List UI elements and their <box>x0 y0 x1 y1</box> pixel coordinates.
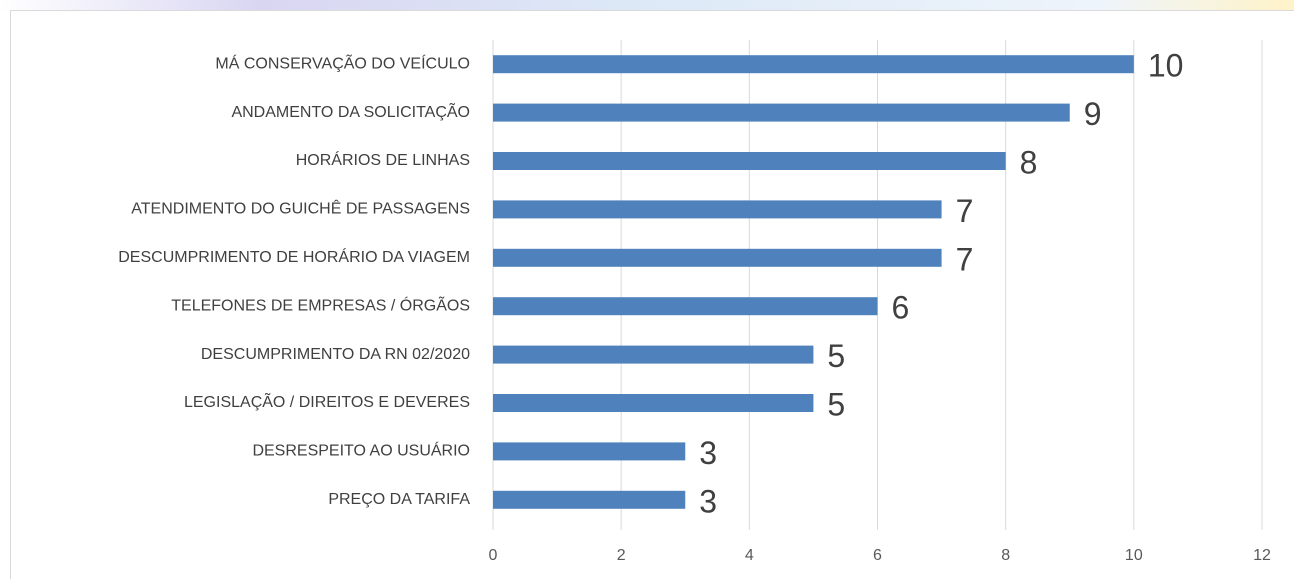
bar <box>493 55 1134 74</box>
data-label: 3 <box>699 483 717 519</box>
header-band <box>0 0 1294 12</box>
data-label: 10 <box>1148 48 1184 84</box>
chart-border <box>10 10 1294 579</box>
x-tick-label: 8 <box>1001 547 1010 564</box>
data-label: 8 <box>1020 144 1038 180</box>
x-tick-label: 10 <box>1125 547 1143 564</box>
x-tick-label: 4 <box>745 547 754 564</box>
y-tick-label: ANDAMENTO DA SOLICITAÇÃO <box>231 101 470 121</box>
bar <box>493 200 942 219</box>
data-label: 6 <box>892 290 910 326</box>
bar <box>493 103 1070 122</box>
data-label: 7 <box>956 193 974 229</box>
y-tick-label: HORÁRIOS DE LINHAS <box>296 150 470 169</box>
data-label: 3 <box>699 435 717 471</box>
bar <box>493 248 942 267</box>
x-tick-label: 0 <box>489 547 498 564</box>
data-label: 9 <box>1084 96 1102 132</box>
y-tick-label: MÁ CONSERVAÇÃO DO VEÍCULO <box>215 52 470 72</box>
x-tick-label: 12 <box>1253 547 1271 564</box>
y-tick-label: DESCUMPRIMENTO DE HORÁRIO DA VIAGEM <box>118 247 470 266</box>
bar <box>493 394 814 412</box>
data-label: 7 <box>956 241 974 277</box>
x-tick-label: 6 <box>873 547 882 564</box>
y-tick-label: DESCUMPRIMENTO DA RN 02/2020 <box>201 346 470 363</box>
y-tick-label: DESRESPEITO AO USUÁRIO <box>252 441 470 460</box>
x-tick-label: 2 <box>617 547 626 564</box>
bar <box>493 297 878 316</box>
y-tick-label: TELEFONES DE EMPRESAS / ÓRGÃOS <box>171 294 470 314</box>
bar <box>493 490 686 509</box>
data-label: 5 <box>827 386 845 422</box>
y-tick-label: LEGISLAÇÃO / DIREITOS E DEVERES <box>184 391 470 411</box>
y-tick-label: PREÇO DA TARIFA <box>328 491 470 508</box>
bar <box>493 345 814 364</box>
bar <box>493 442 686 461</box>
y-tick-label: ATENDIMENTO DO GUICHÊ DE PASSAGENS <box>131 199 470 218</box>
bar <box>493 152 1006 170</box>
data-label: 5 <box>827 338 845 374</box>
